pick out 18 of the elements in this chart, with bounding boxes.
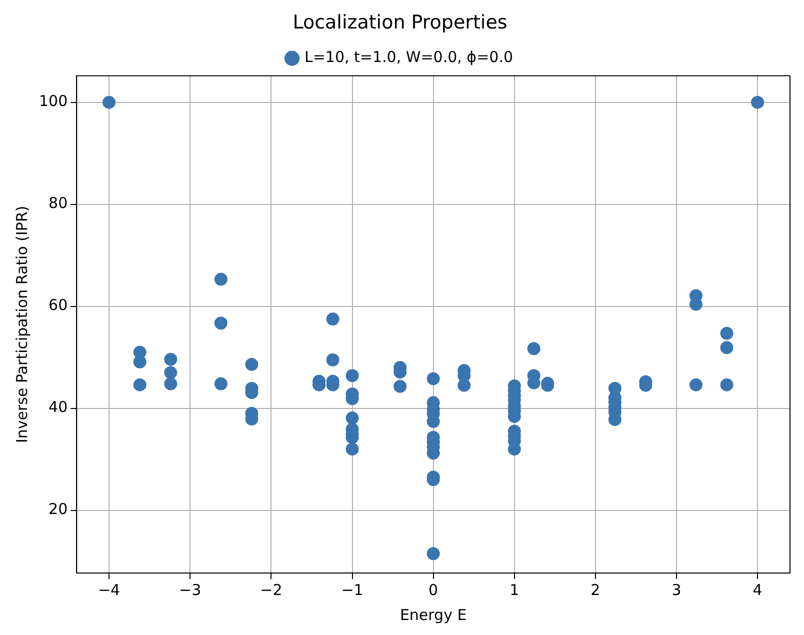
legend-label: L=10, t=1.0, W=0.0, ϕ=0.0 (304, 48, 513, 66)
y-tick-label: 40 (48, 398, 68, 416)
y-axis-title: Inverse Participation Ratio (IPR) (12, 206, 31, 444)
x-tick-label: −1 (341, 580, 364, 599)
x-tick-label: 1 (510, 580, 520, 599)
y-tick-label: 20 (48, 500, 68, 518)
x-tick-label: −3 (179, 580, 202, 599)
x-tick-label: 0 (428, 580, 438, 599)
y-tick-label: 100 (38, 92, 68, 110)
x-tick-label: 2 (590, 580, 600, 599)
y-tick-label: 60 (48, 296, 68, 314)
x-tick-label: −4 (98, 580, 120, 599)
x-axis-title: Energy E (400, 606, 467, 624)
chart-title: Localization Properties (292, 11, 508, 34)
y-tick-label: 80 (48, 194, 68, 212)
x-tick-label: 4 (752, 580, 762, 599)
x-tick-label: −2 (260, 580, 282, 599)
x-tick-label: 3 (672, 580, 682, 599)
